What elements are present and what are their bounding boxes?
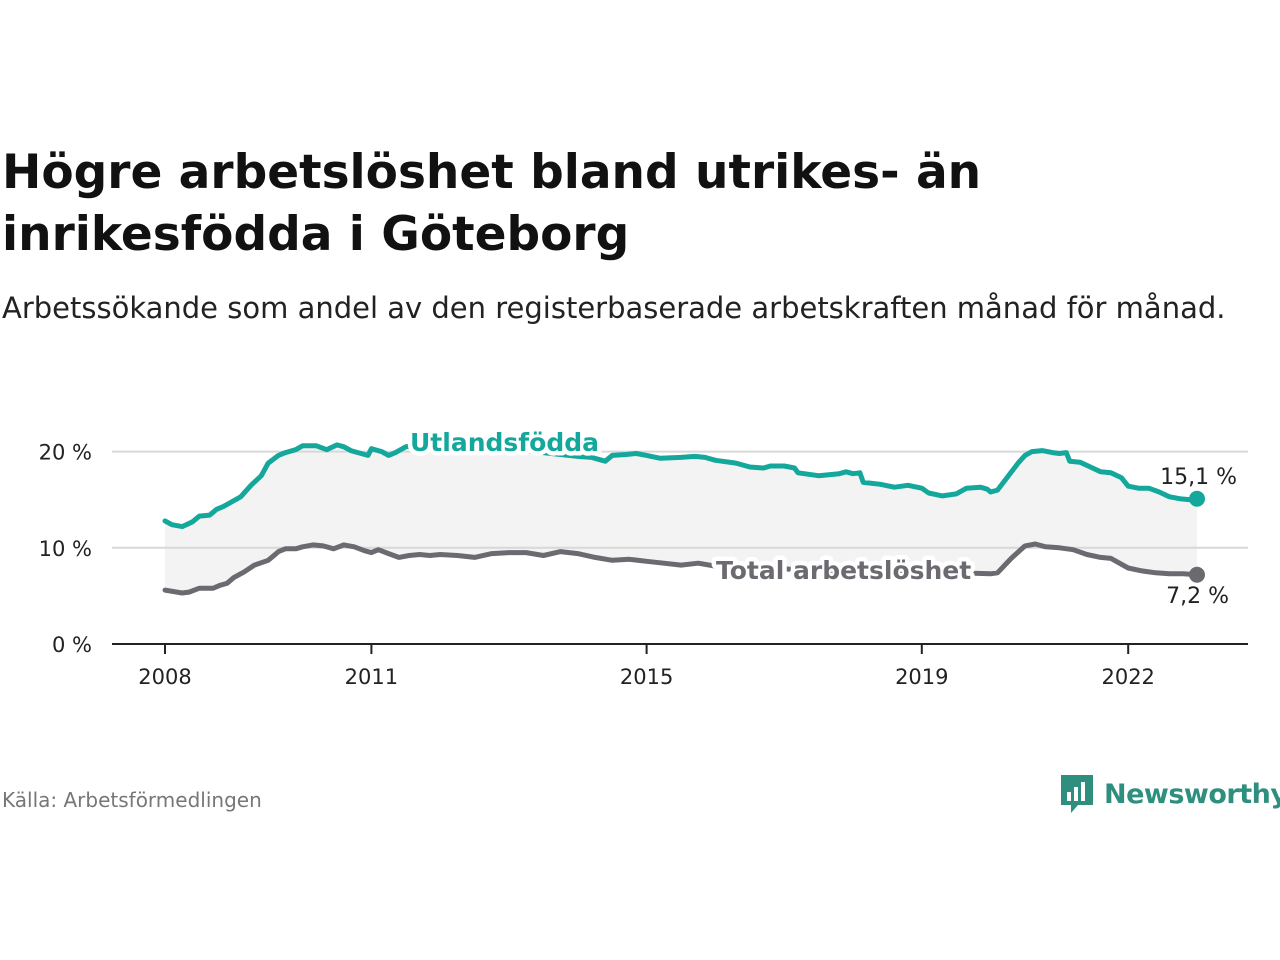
end-label-foreign: 15,1 %	[1160, 465, 1237, 490]
series-line-total	[162, 541, 1200, 596]
x-tick-label: 2008	[138, 665, 191, 689]
brand-logo[interactable]: Newsworthy	[1058, 772, 1280, 816]
x-tick-label: 2015	[620, 665, 673, 689]
range-band	[165, 444, 1197, 593]
chart-title: Högre arbetslöshet bland utrikes- än inr…	[2, 145, 982, 262]
chart-subtitle: Arbetssökande som andel av den registerb…	[2, 291, 1226, 325]
series-label-total-halo: Total arbetslöshet	[716, 556, 971, 585]
line-chart: 0 % 10 % 20 % 2008 2011 2015 2019 2022 15,1 % 7,…	[39, 424, 1248, 689]
x-tick-label: 2022	[1101, 665, 1154, 689]
end-label-total: 7,2 %	[1166, 584, 1229, 609]
y-tick-label: 10 %	[39, 537, 92, 561]
x-tick-label: 2019	[895, 665, 948, 689]
end-point-total	[1189, 566, 1205, 583]
y-tick-label: 20 %	[39, 441, 92, 465]
x-tick-label: 2011	[345, 665, 398, 689]
bar-chart-speech-bubble-icon	[1061, 775, 1093, 813]
series-label-total: Total arbetslöshet	[716, 556, 971, 585]
y-tick-label: 0 %	[52, 633, 92, 657]
series-line-foreign	[162, 442, 1200, 530]
brand-name: Newsworthy	[1104, 778, 1280, 810]
series-label-foreign: Utlandsfödda	[410, 428, 599, 457]
source-note: Källa: Arbetsförmedlingen	[2, 788, 262, 812]
series-label-foreign-halo: Utlandsfödda	[410, 428, 599, 457]
end-point-foreign	[1189, 490, 1205, 507]
